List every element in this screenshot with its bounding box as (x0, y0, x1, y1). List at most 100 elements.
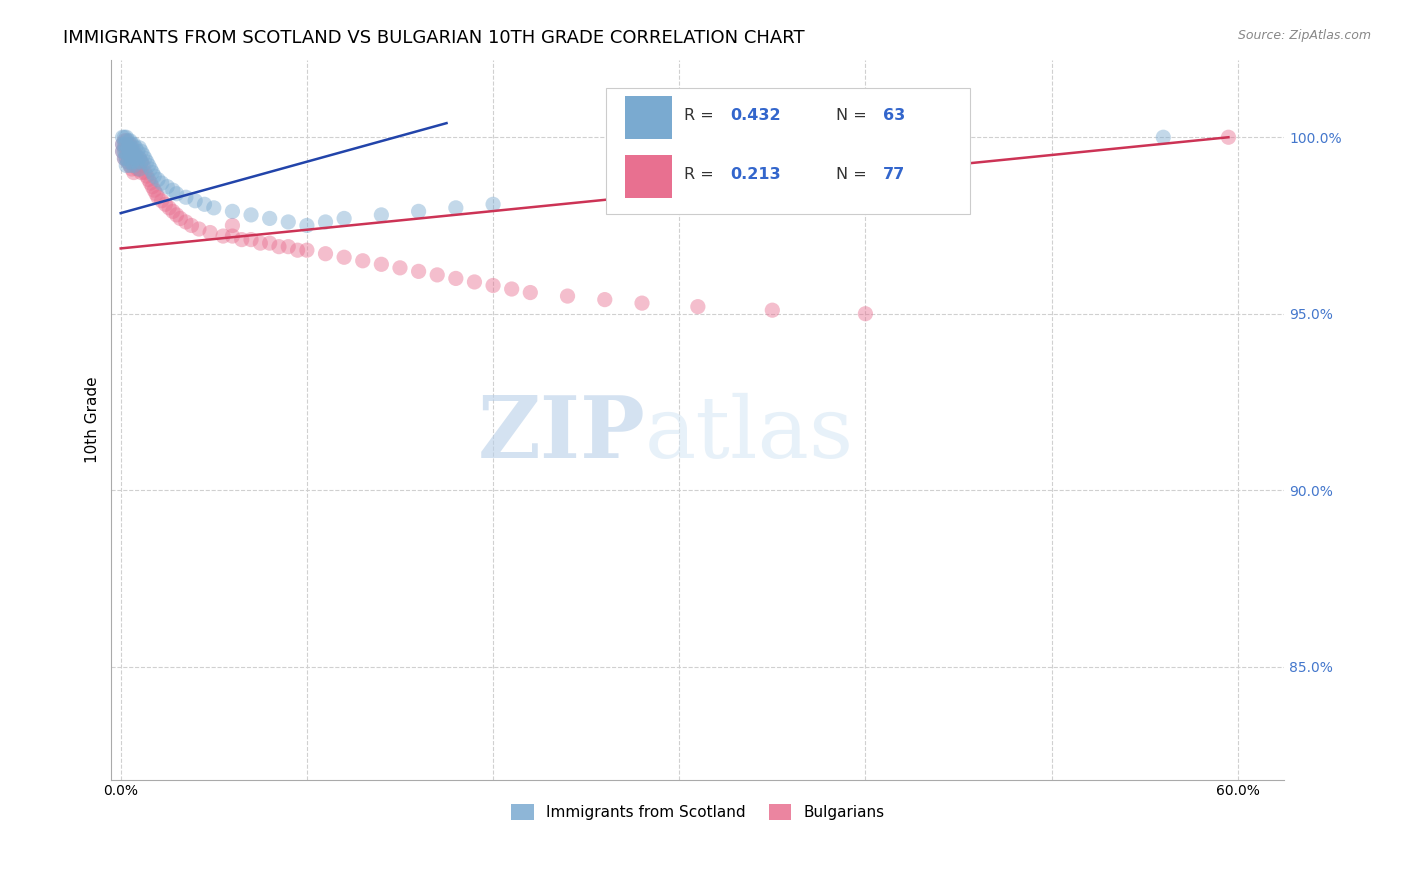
Point (482, 197, 505, 211)
Point (240, 233, 263, 247)
Point (118, 159, 141, 173)
Point (174, 190, 197, 204)
Point (115, 152, 138, 166)
Point (1218, 130, 1240, 145)
Point (115, 145, 138, 159)
Text: N =: N = (837, 108, 872, 123)
Point (146, 172, 169, 186)
Point (295, 219, 318, 233)
Text: 77: 77 (883, 168, 905, 182)
Point (352, 253, 374, 268)
Point (115, 137, 138, 152)
Point (193, 197, 215, 211)
Point (115, 152, 138, 166)
Point (315, 246, 337, 260)
Point (519, 285, 541, 300)
Point (145, 186, 167, 201)
Text: N =: N = (837, 168, 872, 182)
Point (212, 229, 235, 244)
Point (115, 134, 138, 148)
Point (132, 148, 155, 162)
Point (114, 145, 136, 159)
Point (121, 155, 143, 169)
Point (444, 201, 467, 215)
FancyBboxPatch shape (626, 95, 672, 139)
Point (231, 233, 253, 247)
Text: 0.213: 0.213 (731, 168, 782, 182)
Point (162, 204, 184, 219)
Point (129, 165, 152, 179)
Text: Source: ZipAtlas.com: Source: ZipAtlas.com (1237, 29, 1371, 43)
Point (118, 148, 141, 162)
Point (129, 145, 152, 159)
Point (155, 197, 177, 211)
Point (122, 137, 145, 152)
Point (593, 293, 616, 307)
Point (121, 145, 143, 159)
Point (143, 169, 166, 183)
Point (295, 243, 318, 257)
Point (117, 141, 139, 155)
Point (135, 169, 157, 183)
Point (114, 134, 136, 148)
Point (162, 183, 184, 197)
Point (114, 137, 136, 152)
Legend: Immigrants from Scotland, Bulgarians: Immigrants from Scotland, Bulgarians (505, 797, 891, 826)
Point (127, 145, 149, 159)
Y-axis label: 10th Grade: 10th Grade (86, 376, 100, 463)
Point (128, 161, 150, 176)
Point (187, 222, 209, 236)
Point (166, 208, 188, 222)
Point (122, 145, 145, 159)
Point (115, 130, 138, 145)
FancyBboxPatch shape (626, 154, 672, 198)
Point (501, 282, 523, 296)
Point (135, 155, 157, 169)
Point (127, 155, 149, 169)
Point (143, 183, 166, 197)
Text: atlas: atlas (645, 392, 855, 475)
Point (221, 219, 243, 233)
Point (127, 152, 149, 166)
Point (121, 152, 143, 166)
Point (117, 137, 139, 152)
Point (115, 141, 138, 155)
Point (128, 152, 150, 166)
Point (118, 137, 141, 152)
Point (121, 161, 143, 176)
Text: IMMIGRANTS FROM SCOTLAND VS BULGARIAN 10TH GRADE CORRELATION CHART: IMMIGRANTS FROM SCOTLAND VS BULGARIAN 10… (63, 29, 804, 47)
Point (117, 155, 139, 169)
Point (124, 159, 146, 173)
Point (240, 208, 263, 222)
Point (129, 155, 152, 169)
Point (198, 226, 221, 240)
Point (463, 275, 485, 289)
Point (117, 145, 139, 159)
Point (761, 303, 783, 318)
Point (117, 155, 139, 169)
Point (114, 152, 136, 166)
Point (128, 141, 150, 155)
Point (267, 240, 290, 254)
Point (121, 141, 143, 155)
Point (122, 165, 145, 179)
Point (114, 152, 136, 166)
Point (141, 165, 163, 179)
Text: 0.432: 0.432 (731, 108, 782, 123)
Point (124, 141, 146, 155)
Point (1152, 130, 1174, 145)
Point (117, 134, 139, 148)
Point (127, 161, 149, 176)
Point (855, 307, 877, 321)
Point (249, 236, 271, 251)
Point (631, 296, 654, 310)
Point (111, 145, 134, 159)
Point (287, 243, 309, 257)
Point (221, 229, 243, 244)
Point (114, 141, 136, 155)
Point (111, 137, 134, 152)
Point (118, 159, 141, 173)
Point (426, 268, 449, 282)
Point (139, 176, 162, 190)
Point (114, 130, 136, 145)
